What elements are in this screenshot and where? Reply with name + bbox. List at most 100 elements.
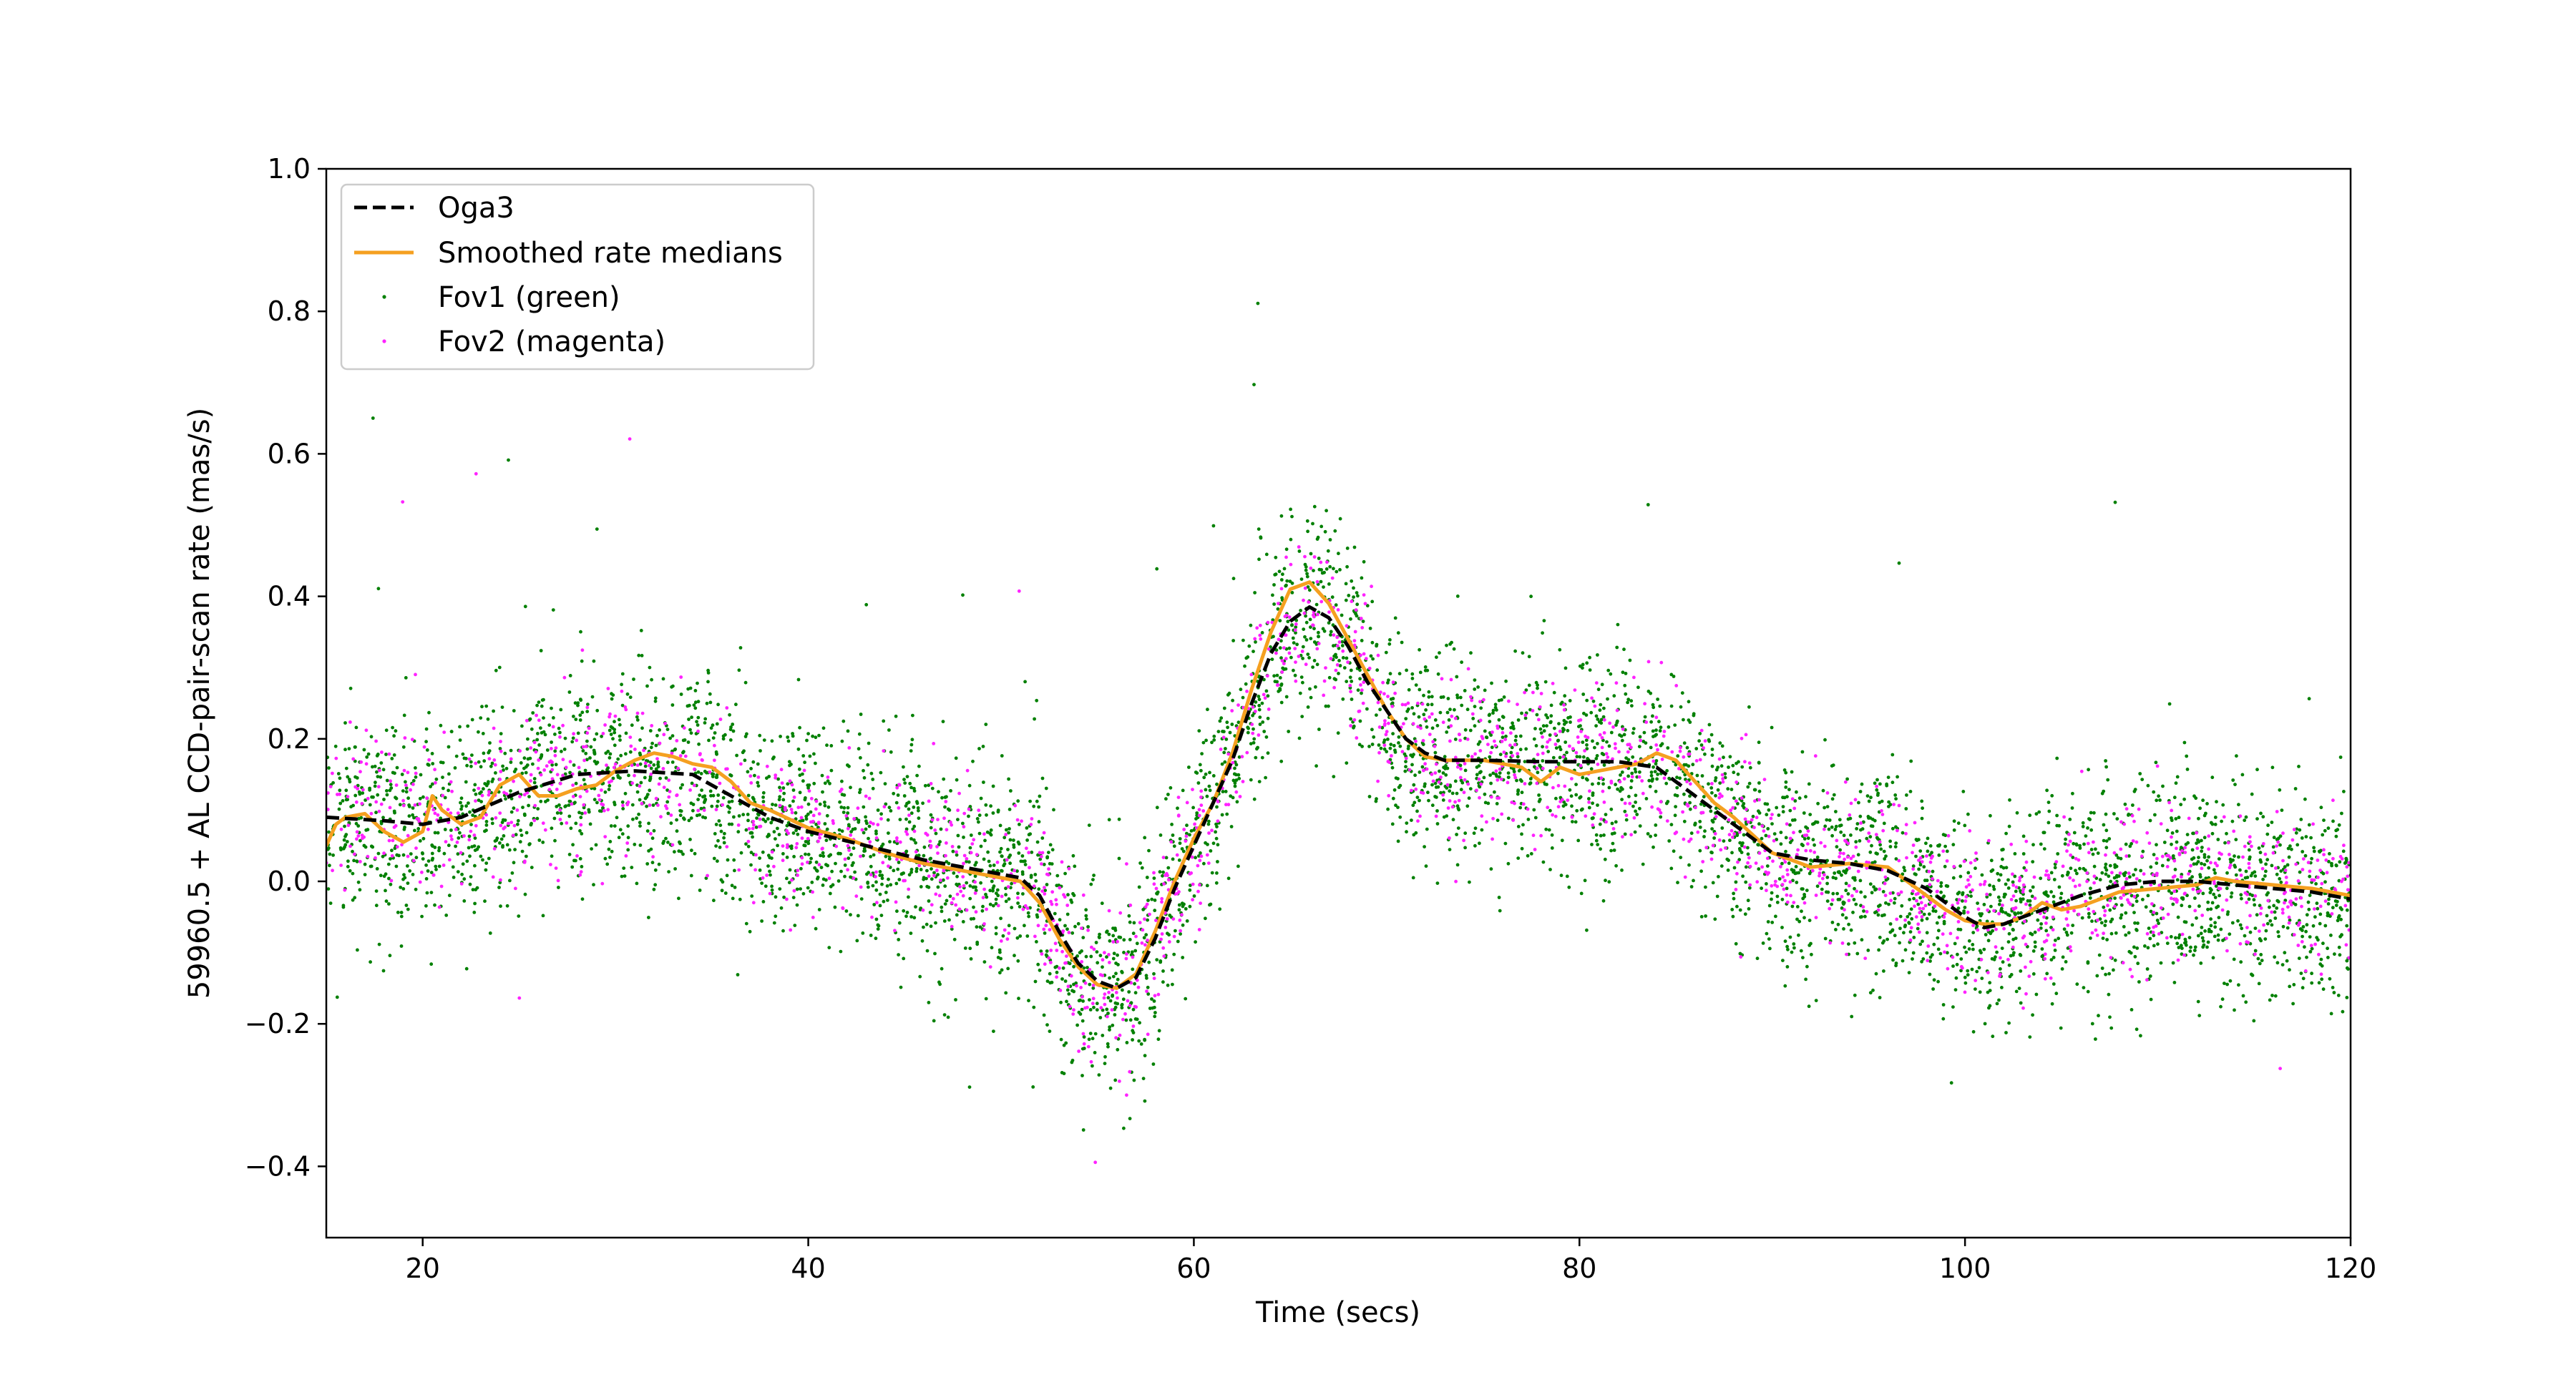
- scatter-point: [1936, 979, 1941, 984]
- scatter-point: [761, 900, 766, 904]
- scatter-point: [505, 843, 509, 847]
- scatter-point: [1292, 641, 1296, 645]
- scatter-point: [1713, 917, 1717, 921]
- scatter-point: [2104, 765, 2109, 769]
- scatter-point: [2275, 872, 2279, 876]
- scatter-point: [2068, 818, 2072, 821]
- scatter-point: [1953, 941, 1957, 946]
- scatter-point: [1420, 765, 1425, 769]
- scatter-point: [2280, 808, 2284, 812]
- scatter-point: [1594, 838, 1599, 843]
- scatter-point: [2287, 855, 2291, 859]
- scatter-point: [1115, 982, 1118, 986]
- scatter-point: [878, 870, 882, 873]
- scatter-point: [1301, 645, 1305, 649]
- scatter-point: [819, 866, 824, 869]
- scatter-point: [879, 770, 883, 775]
- scatter-point: [2253, 903, 2257, 907]
- scatter-point: [589, 745, 593, 749]
- scatter-point: [2180, 952, 2184, 956]
- scatter-point: [1031, 1085, 1035, 1089]
- scatter-point: [894, 714, 898, 718]
- scatter-point: [1304, 620, 1309, 625]
- scatter-point: [2213, 816, 2218, 819]
- scatter-point: [2176, 915, 2180, 919]
- scatter-point: [850, 863, 854, 867]
- scatter-point: [1506, 816, 1511, 821]
- scatter-point: [376, 851, 381, 856]
- scatter-point: [604, 751, 608, 755]
- scatter-point: [551, 608, 555, 612]
- scatter-point: [1736, 772, 1740, 776]
- scatter-point: [1235, 800, 1239, 804]
- scatter-point: [434, 868, 438, 871]
- scatter-point: [2138, 772, 2142, 775]
- scatter-point: [516, 822, 519, 826]
- scatter-point: [1124, 1018, 1128, 1022]
- scatter-point: [1742, 802, 1746, 806]
- scatter-point: [484, 820, 489, 823]
- scatter-point: [1060, 977, 1064, 981]
- scatter-point: [468, 854, 472, 858]
- scatter-point: [1290, 623, 1294, 627]
- scatter-point: [2259, 860, 2263, 864]
- scatter-point: [969, 833, 973, 837]
- scatter-point: [877, 924, 881, 928]
- scatter-point: [2344, 856, 2348, 861]
- scatter-point: [1076, 921, 1080, 926]
- scatter-point: [779, 906, 784, 910]
- scatter-point: [984, 997, 988, 1001]
- scatter-point: [579, 816, 583, 820]
- scatter-point: [680, 783, 684, 787]
- scatter-point: [2082, 842, 2086, 846]
- scatter-point: [1535, 713, 1539, 717]
- scatter-point: [956, 833, 960, 838]
- scatter-point: [746, 813, 750, 816]
- scatter-point: [2291, 1002, 2296, 1006]
- scatter-point: [527, 795, 531, 798]
- scatter-point: [1800, 750, 1805, 754]
- scatter-point: [2056, 852, 2060, 856]
- scatter-point: [1181, 849, 1186, 853]
- scatter-point: [2128, 875, 2132, 879]
- scatter-point: [1272, 674, 1276, 678]
- scatter-point: [356, 948, 359, 952]
- scatter-point: [1257, 527, 1261, 531]
- scatter-point: [430, 851, 434, 856]
- scatter-point: [1447, 718, 1451, 722]
- scatter-point: [1172, 952, 1176, 956]
- scatter-point: [2007, 824, 2011, 828]
- scatter-point: [2144, 905, 2148, 909]
- scatter-point: [1853, 993, 1857, 997]
- scatter-point: [1612, 831, 1616, 835]
- scatter-point: [2210, 831, 2215, 836]
- scatter-point: [1830, 833, 1835, 838]
- scatter-point: [1937, 915, 1941, 919]
- scatter-point: [909, 749, 913, 753]
- scatter-point: [1072, 964, 1075, 969]
- scatter-point: [2049, 926, 2053, 929]
- scatter-point: [2108, 1015, 2112, 1019]
- scatter-point: [741, 750, 745, 755]
- scatter-point: [1105, 955, 1108, 959]
- scatter-point: [574, 858, 577, 863]
- scatter-point: [1191, 806, 1195, 810]
- scatter-point: [2301, 925, 2306, 929]
- scatter-point: [362, 843, 366, 848]
- scatter-point: [977, 831, 982, 836]
- scatter-point: [1709, 809, 1713, 813]
- scatter-point: [613, 720, 616, 724]
- scatter-point: [2307, 697, 2311, 701]
- scatter-point: [1547, 828, 1551, 832]
- scatter-point: [693, 706, 698, 710]
- scatter-point: [1020, 870, 1025, 874]
- scatter-point: [1211, 841, 1216, 846]
- scatter-point: [1231, 778, 1236, 783]
- scatter-point: [879, 812, 883, 816]
- scatter-point: [758, 749, 762, 753]
- scatter-point: [809, 860, 812, 864]
- scatter-point: [992, 863, 996, 867]
- scatter-point: [1315, 662, 1319, 667]
- scatter-point: [399, 914, 404, 919]
- scatter-point: [537, 743, 541, 747]
